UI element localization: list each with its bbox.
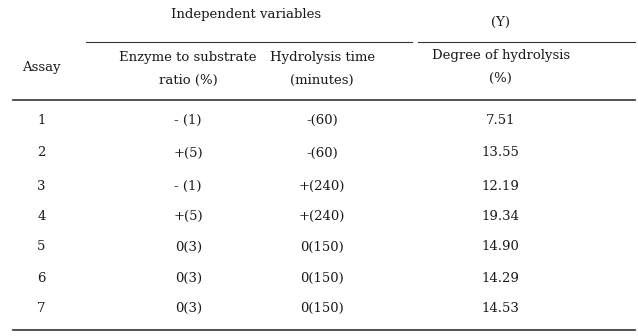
Text: Assay: Assay [22, 61, 61, 75]
Text: 14.29: 14.29 [482, 271, 520, 285]
Text: 7: 7 [37, 301, 46, 314]
Text: +(240): +(240) [299, 179, 345, 193]
Text: - (1): - (1) [174, 114, 202, 126]
Text: Degree of hydrolysis: Degree of hydrolysis [432, 48, 570, 61]
Text: 12.19: 12.19 [482, 179, 520, 193]
Text: 1: 1 [37, 114, 46, 126]
Text: (minutes): (minutes) [290, 74, 354, 86]
Text: -(60): -(60) [306, 114, 338, 126]
Text: +(240): +(240) [299, 210, 345, 222]
Text: 19.34: 19.34 [482, 210, 520, 222]
Text: Independent variables: Independent variables [170, 8, 321, 21]
Text: 0(3): 0(3) [175, 241, 202, 253]
Text: Hydrolysis time: Hydrolysis time [270, 51, 375, 65]
Text: 2: 2 [37, 146, 46, 160]
Text: 6: 6 [37, 271, 46, 285]
Text: 3: 3 [37, 179, 46, 193]
Text: 14.53: 14.53 [482, 301, 520, 314]
Text: +(5): +(5) [174, 210, 203, 222]
Text: Enzyme to substrate: Enzyme to substrate [119, 51, 257, 65]
Text: 13.55: 13.55 [482, 146, 520, 160]
Text: (%): (%) [489, 72, 512, 84]
Text: 7.51: 7.51 [486, 114, 516, 126]
Text: +(5): +(5) [174, 146, 203, 160]
Text: 14.90: 14.90 [482, 241, 520, 253]
Text: 0(150): 0(150) [300, 271, 344, 285]
Text: - (1): - (1) [174, 179, 202, 193]
Text: -(60): -(60) [306, 146, 338, 160]
Text: 5: 5 [37, 241, 46, 253]
Text: 0(3): 0(3) [175, 301, 202, 314]
Text: (Y): (Y) [491, 15, 510, 29]
Text: 0(150): 0(150) [300, 301, 344, 314]
Text: 0(150): 0(150) [300, 241, 344, 253]
Text: ratio (%): ratio (%) [159, 74, 218, 86]
Text: 0(3): 0(3) [175, 271, 202, 285]
Text: 4: 4 [37, 210, 46, 222]
